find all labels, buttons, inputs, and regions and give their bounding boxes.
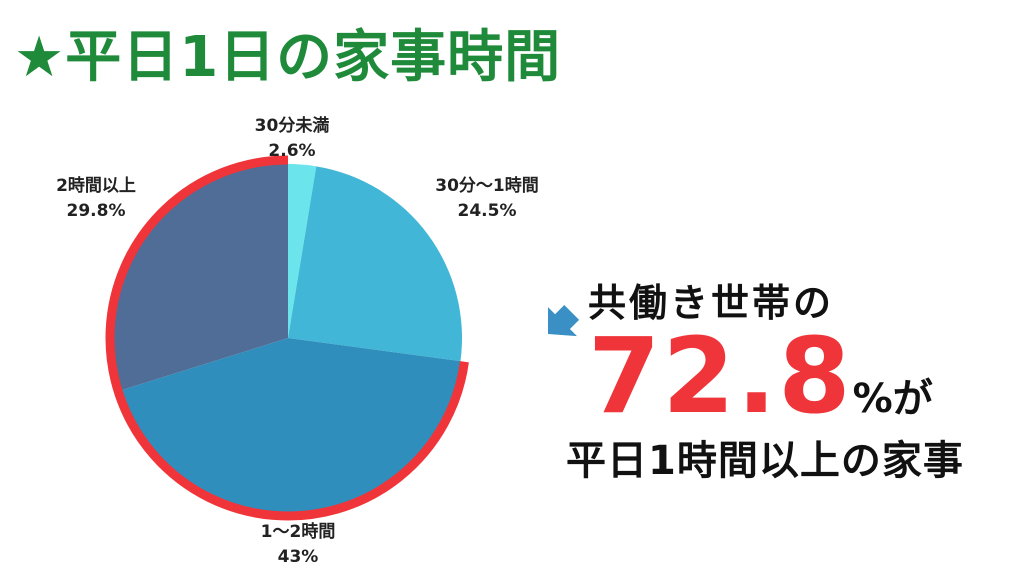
pie-slice-0 (288, 164, 317, 338)
slice-label-2: 1～2時間 (261, 521, 336, 542)
highlight-arc (105, 155, 469, 521)
highlight-percentage: 72.8 (588, 315, 853, 437)
slice-label-1: 30分～1時間 (435, 175, 539, 196)
message-line-3: 平日1時間以上の家事 (566, 438, 964, 484)
arrow-down-left-icon (548, 305, 580, 337)
pie-slice-2 (121, 338, 461, 513)
slice-label-0: 30分未満 (255, 115, 330, 136)
slice-value-0: 2.6% (268, 141, 315, 161)
pie-slices (113, 164, 462, 513)
page-title: ★平日1日の家事時間 (14, 25, 562, 90)
pie-slice-1 (288, 166, 462, 362)
slice-value-1: 24.5% (458, 201, 517, 221)
message-line-2: 72.8%が (588, 324, 933, 428)
percentage-suffix: %が (852, 376, 933, 422)
pie-slice-3 (113, 164, 288, 390)
slice-value-3: 29.8% (67, 201, 126, 221)
slice-label-3: 2時間以上 (56, 175, 136, 196)
message-line-1: 共働き世帯の (588, 281, 835, 325)
slice-value-2: 43% (278, 547, 319, 567)
